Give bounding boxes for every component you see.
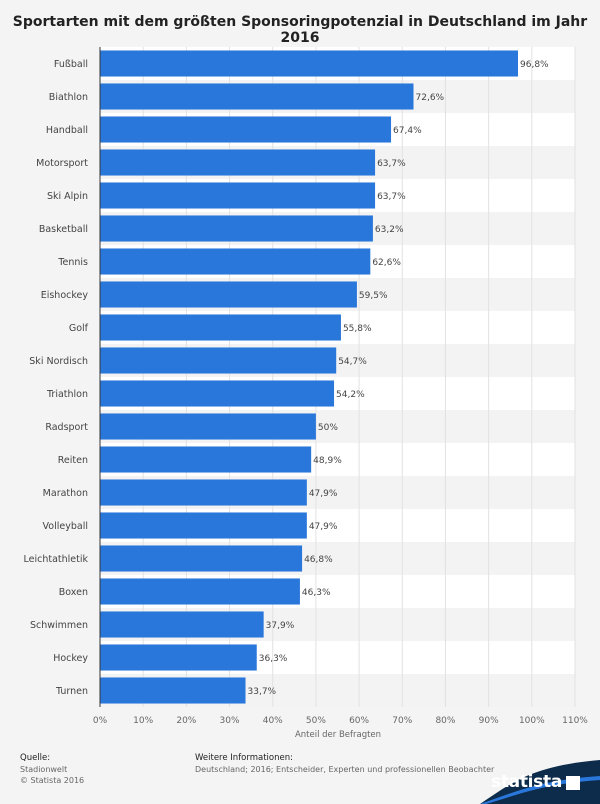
bar [100, 380, 335, 407]
category-label: Basketball [39, 224, 88, 235]
x-tick-label: 30% [220, 716, 240, 726]
bar-chart: Fußball Biathlon Handball Motorsport Ski Alp… [24, 47, 588, 740]
info-text: Deutschland; 2016; Entscheider, Experten… [195, 765, 495, 774]
category-label: Triathlon [46, 389, 88, 400]
bar [100, 281, 357, 308]
statista-logo: statista [491, 772, 562, 792]
x-tick-label: 0% [93, 716, 108, 726]
bar [100, 677, 246, 704]
value-label: 33,7% [248, 687, 277, 697]
x-tick-label: 100% [519, 716, 545, 726]
bar [100, 446, 312, 473]
info-heading: Weitere Informationen: [195, 753, 293, 763]
x-tick-label: 10% [133, 716, 153, 726]
value-label: 62,6% [372, 258, 401, 268]
value-label: 46,3% [302, 588, 331, 598]
bar [100, 512, 307, 539]
bar [100, 314, 341, 341]
bar [100, 611, 264, 638]
category-label: Turnen [55, 686, 88, 697]
x-axis-label: Anteil der Befragten [295, 730, 381, 740]
value-label: 63,2% [375, 225, 404, 235]
x-tick-label: 20% [176, 716, 196, 726]
x-tick-label: 80% [435, 716, 455, 726]
bar [100, 479, 307, 506]
bar [100, 215, 373, 242]
statista-logo-icon [566, 776, 580, 790]
category-label: Leichtathletik [24, 554, 89, 565]
source-heading: Quelle: [20, 753, 51, 763]
category-label: Motorsport [36, 158, 88, 169]
x-tick-label: 50% [306, 716, 326, 726]
category-label: Handball [46, 125, 88, 136]
value-label: 63,7% [377, 192, 406, 202]
bar [100, 578, 300, 605]
category-label: Radsport [45, 422, 88, 433]
category-label: Biathlon [49, 92, 88, 103]
value-label: 37,9% [266, 621, 295, 631]
copyright-text: © Statista 2016 [20, 776, 85, 785]
value-label: 54,7% [338, 357, 367, 367]
bar [100, 413, 316, 440]
bar [100, 149, 376, 176]
category-label: Hockey [53, 653, 88, 664]
value-label: 50% [318, 423, 338, 433]
category-label: Ski Nordisch [29, 356, 88, 367]
value-label: 47,9% [309, 522, 338, 532]
x-tick-label: 70% [392, 716, 412, 726]
bar [100, 644, 257, 671]
category-label: Tennis [57, 257, 88, 268]
x-tick-label: 60% [349, 716, 369, 726]
value-label: 63,7% [377, 159, 406, 169]
bar [100, 83, 414, 110]
bar [100, 347, 337, 374]
bar [100, 248, 371, 275]
value-label: 55,8% [343, 324, 372, 334]
value-label: 46,8% [304, 555, 333, 565]
value-label: 96,8% [520, 60, 549, 70]
value-label: 48,9% [313, 456, 342, 466]
category-label: Marathon [43, 488, 88, 499]
category-label: Volleyball [43, 521, 88, 532]
x-tick-label: 40% [263, 716, 283, 726]
chart-title: Sportarten mit dem größten Sponsoringpot… [12, 14, 588, 46]
category-label: Ski Alpin [47, 191, 88, 202]
value-label: 54,2% [336, 390, 365, 400]
bar [100, 116, 392, 143]
category-label: Boxen [59, 587, 88, 598]
category-label: Eishockey [41, 290, 89, 301]
category-label: Reiten [58, 455, 88, 466]
value-label: 36,3% [259, 654, 288, 664]
value-label: 59,5% [359, 291, 388, 301]
x-tick-label: 110% [562, 716, 588, 726]
bar [100, 50, 518, 77]
value-label: 72,6% [416, 93, 445, 103]
category-label: Fußball [54, 59, 88, 70]
category-label: Golf [69, 323, 89, 334]
value-label: 47,9% [309, 489, 338, 499]
source-text: Stadionwelt [20, 765, 68, 774]
category-label: Schwimmen [30, 620, 88, 631]
bar [100, 182, 376, 209]
info-block: Weitere Informationen: Deutschland; 2016… [195, 753, 494, 775]
bar [100, 545, 303, 572]
logo-wave [480, 760, 600, 804]
value-label: 67,4% [393, 126, 422, 136]
x-tick-label: 90% [479, 716, 499, 726]
source-block: Quelle: Stadionwelt © Statista 2016 [20, 753, 84, 786]
